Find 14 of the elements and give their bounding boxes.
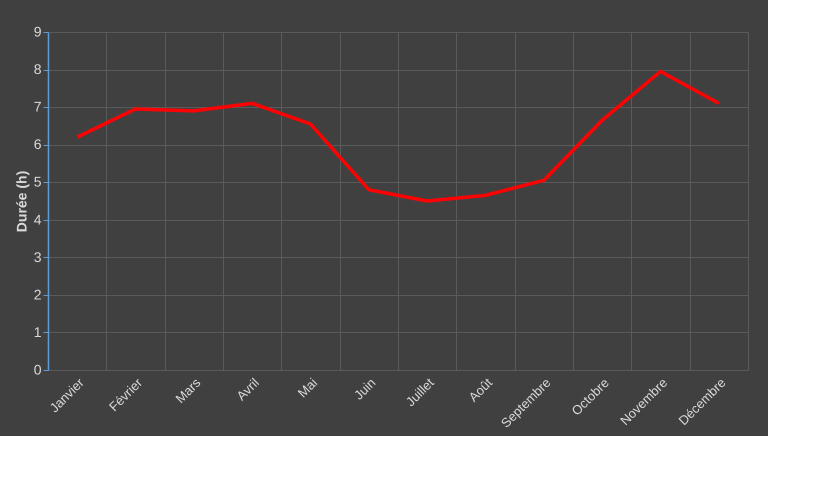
y-tick-label: 8 xyxy=(34,61,42,78)
y-tick-label: 7 xyxy=(34,98,42,115)
x-tick-label: Juin xyxy=(351,375,379,403)
y-tick-label: 9 xyxy=(34,24,42,40)
x-tick-label: Mai xyxy=(294,375,320,401)
y-tick-label: 5 xyxy=(34,174,42,190)
y-tick-label: 2 xyxy=(34,286,42,302)
y-tick-label: 3 xyxy=(34,248,42,265)
y-tick-label: 1 xyxy=(34,324,42,340)
y-axis-title: Durée (h) xyxy=(14,170,30,232)
y-tick-label: 6 xyxy=(34,136,42,152)
y-tick-label: 0 xyxy=(34,362,42,378)
line-series xyxy=(75,70,721,203)
y-tick-label: 4 xyxy=(34,211,42,228)
